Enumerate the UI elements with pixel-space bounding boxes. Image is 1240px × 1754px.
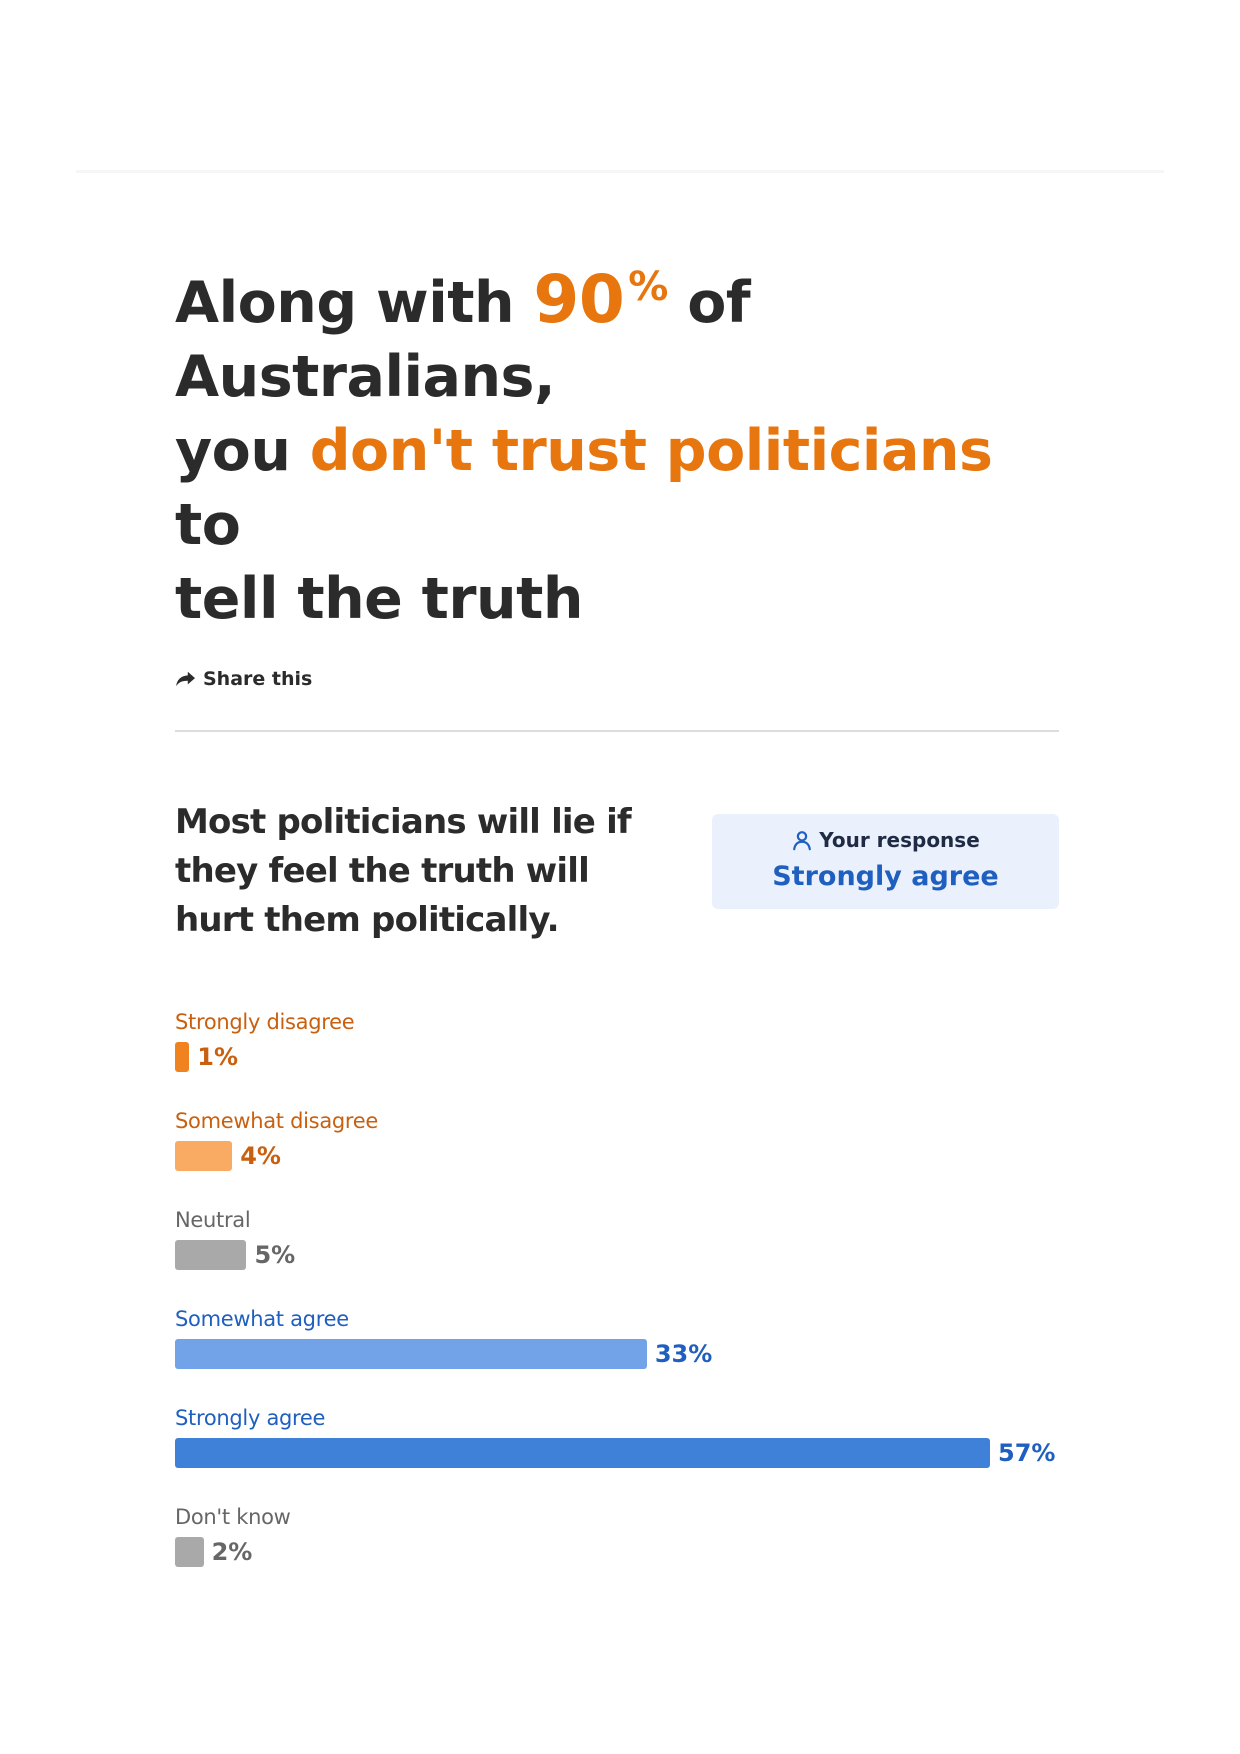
share-arrow-icon	[176, 671, 195, 687]
bar-item: Somewhat agree 33%	[175, 1305, 1059, 1404]
poll-result-card: Along with 90% of Australians, you don't …	[175, 250, 1059, 1602]
bar-line: 1%	[175, 1042, 1059, 1072]
bar-line: 2%	[175, 1537, 1059, 1567]
section-divider	[175, 730, 1059, 732]
bar-category-label: Neutral	[175, 1208, 251, 1232]
your-response-box: Your response Strongly agree	[712, 814, 1059, 909]
bar-item: Neutral 5%	[175, 1206, 1059, 1305]
bar-line: 5%	[175, 1240, 1059, 1270]
headline-percent-sign: %	[628, 264, 668, 310]
bar-category-label: Somewhat agree	[175, 1307, 349, 1331]
bar-line: 57%	[175, 1438, 1059, 1468]
headline-percent: 90%	[533, 263, 668, 337]
bar-value-label: 33%	[654, 1340, 713, 1368]
headline-line1-pre: Along with	[175, 270, 534, 336]
headline-line3: tell the truth	[175, 566, 583, 632]
bar-item: Strongly agree 57%	[175, 1404, 1059, 1503]
person-icon	[793, 831, 812, 851]
bar-value-label: 57%	[998, 1439, 1056, 1467]
bar-value-label: 4%	[240, 1142, 281, 1170]
response-bar-chart: Strongly disagree 1% Somewhat disagree 4% Ne…	[175, 1008, 1059, 1602]
bar-line: 33%	[175, 1339, 1059, 1369]
headline-accent-phrase: don't trust politicians	[309, 418, 993, 484]
bar-category-label: Don't know	[175, 1505, 291, 1529]
bar	[175, 1438, 990, 1468]
bar-item: Don't know 2%	[175, 1503, 1059, 1602]
bar-category-label: Strongly disagree	[175, 1010, 355, 1034]
headline-line1-post: of Australians,	[175, 270, 751, 410]
your-response-label-row: Your response	[791, 828, 980, 852]
bar-value-label: 1%	[197, 1043, 239, 1071]
your-response-label: Your response	[819, 828, 980, 852]
bar-category-label: Strongly agree	[175, 1406, 326, 1430]
bar	[175, 1240, 247, 1270]
bar	[175, 1537, 204, 1567]
bar	[175, 1141, 233, 1171]
bar-value-label: 5%	[254, 1241, 296, 1269]
bar-item: Somewhat disagree 4%	[175, 1107, 1059, 1206]
your-response-value: Strongly agree	[772, 861, 999, 892]
bar	[175, 1042, 190, 1072]
share-label: Share this	[203, 668, 313, 690]
share-button[interactable]: Share this	[175, 668, 312, 690]
bar-category-label: Somewhat disagree	[175, 1109, 379, 1133]
bar-value-label: 2%	[211, 1538, 253, 1566]
top-divider	[76, 170, 1164, 173]
bar-line: 4%	[175, 1141, 1059, 1171]
headline-line2-post: to	[175, 492, 241, 558]
bar	[175, 1339, 647, 1369]
headline-percent-number: 90	[533, 261, 625, 338]
bar-item: Strongly disagree 1%	[175, 1008, 1059, 1107]
headline-line2-pre: you	[175, 418, 310, 484]
page-title: Along with 90% of Australians, you don't …	[175, 250, 1059, 636]
question-text: Most politicians will lie if they feel t…	[175, 802, 632, 940]
question-row: Most politicians will lie if they feel t…	[175, 798, 1059, 958]
